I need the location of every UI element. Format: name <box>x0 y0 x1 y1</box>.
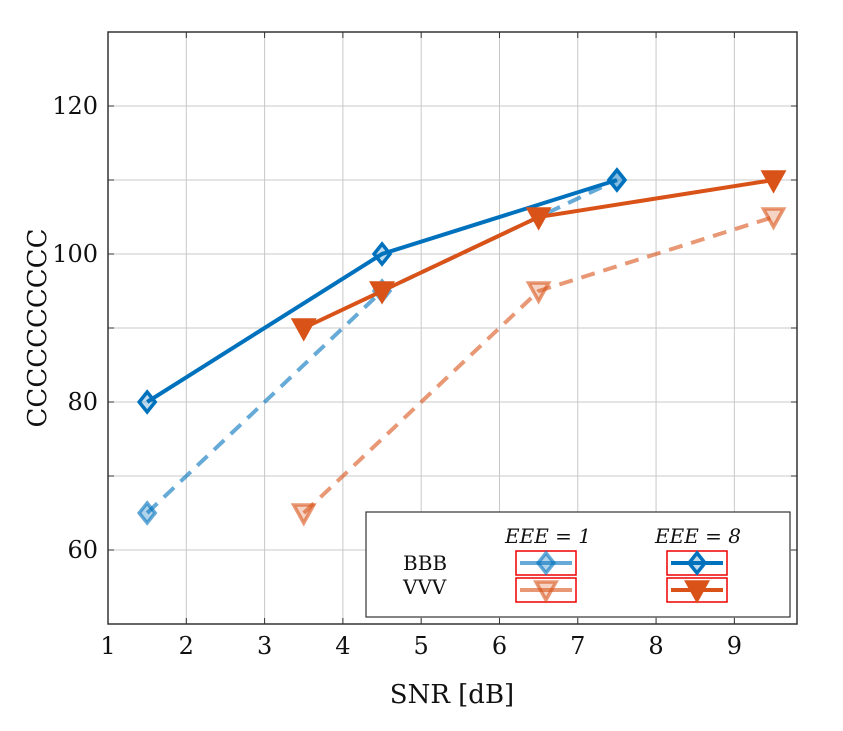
legend-col-header-1: EEE = 1 <box>504 524 591 548</box>
x-tick-label: 4 <box>335 632 350 660</box>
y-tick-label: 100 <box>52 240 98 268</box>
diamond-marker <box>371 241 393 267</box>
x-tick-label: 9 <box>727 632 742 660</box>
x-tick-label: 5 <box>414 632 429 660</box>
y-axis-label: CCCCCCCCCC <box>23 229 53 428</box>
series-line <box>302 215 775 515</box>
triangle-marker <box>760 207 787 231</box>
x-tick-label: 2 <box>179 632 194 660</box>
series-vvv-eee-8 <box>290 170 787 342</box>
diamond-marker <box>136 500 158 526</box>
legend-sample <box>515 577 577 604</box>
series-line <box>145 178 618 515</box>
triangle-marker <box>760 170 787 194</box>
diamond-marker <box>606 167 628 193</box>
diamond-marker <box>686 550 708 576</box>
x-tick-label: 8 <box>648 632 663 660</box>
triangle-marker <box>684 580 710 604</box>
legend-col-header-2: EEE = 8 <box>654 524 741 548</box>
triangle-marker <box>525 281 552 305</box>
x-tick-label: 7 <box>570 632 585 660</box>
y-tick-label: 120 <box>52 92 98 120</box>
diamond-marker <box>535 550 557 576</box>
triangle-marker <box>290 503 317 527</box>
legend-row-label-2: VVV <box>402 575 447 599</box>
legend: EEE = 1 EEE = 8 BBB VVV <box>365 511 791 618</box>
series <box>136 167 787 527</box>
series-line <box>302 178 774 330</box>
series-bbb-eee-8 <box>136 167 628 415</box>
legend-row-label-1: BBB <box>403 551 447 575</box>
triangle-marker <box>290 318 317 342</box>
legend-sample <box>666 550 728 576</box>
x-axis-label: SNR [dB] <box>390 680 514 710</box>
legend-sample <box>515 550 577 576</box>
grid <box>107 32 797 624</box>
series-bbb-eee-1 <box>136 167 628 526</box>
x-tick-label: 1 <box>100 632 115 660</box>
series-vvv-eee-1 <box>290 207 787 527</box>
x-tick-label: 6 <box>492 632 507 660</box>
legend-sample <box>666 577 728 604</box>
triangle-marker <box>525 207 552 231</box>
plot-frame <box>107 31 798 625</box>
triangle-marker <box>533 580 559 604</box>
triangle-marker <box>369 281 396 305</box>
x-tick-label: 3 <box>257 632 272 660</box>
y-tick-label: 80 <box>67 388 98 416</box>
ticks: 1 2 3 4 5 6 7 8 9 60 80 100 120 <box>52 32 797 660</box>
series-line <box>146 178 618 404</box>
diamond-marker <box>136 389 158 415</box>
y-tick-label: 60 <box>67 536 98 564</box>
